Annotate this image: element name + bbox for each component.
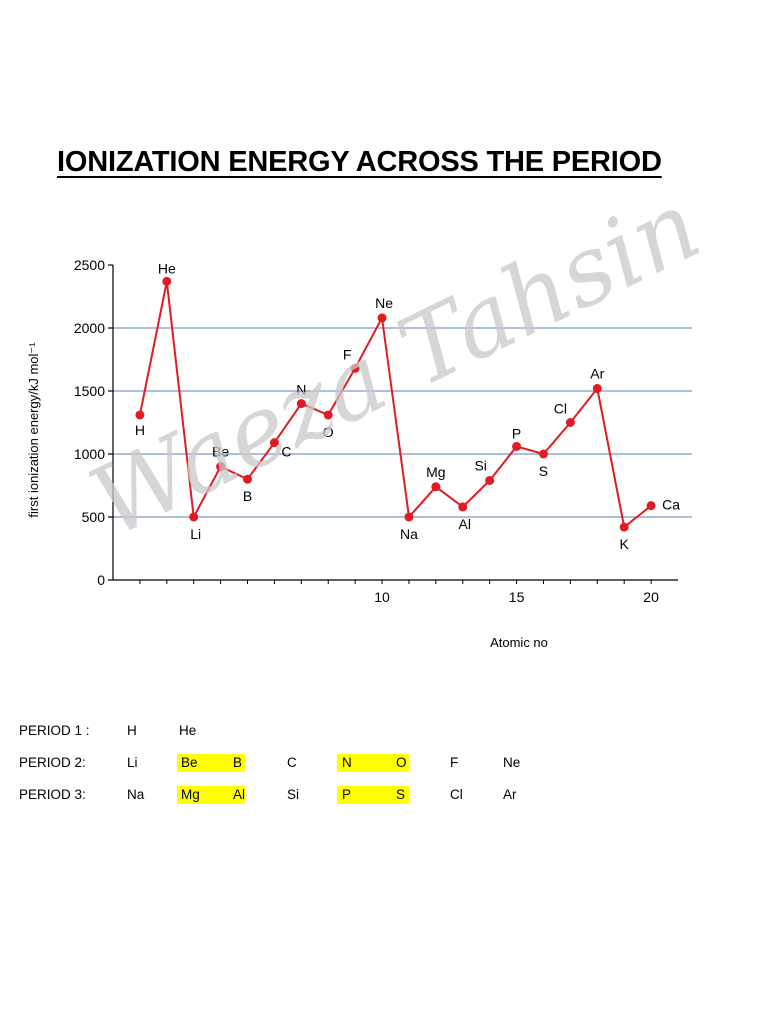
element-cell-highlighted: Al	[233, 787, 246, 802]
x-tick-label: 15	[509, 589, 525, 605]
data-label: F	[343, 346, 352, 362]
series-line	[138, 280, 652, 529]
element-cell: Si	[287, 787, 300, 802]
element-cell: Ar	[503, 787, 517, 802]
ionization-energy-chart: 0 500 1000 1500 2000 2500 10 15 20 Atomic no first…	[26, 257, 692, 650]
element-cell-highlighted: Be	[181, 755, 198, 770]
highlight-bar	[177, 754, 245, 772]
period-label: PERIOD 3:	[19, 787, 86, 802]
data-point	[296, 399, 306, 409]
x-axis-label: Atomic no	[490, 635, 548, 650]
data-point	[350, 363, 360, 373]
element-cell: He	[179, 723, 197, 738]
x-tick-label: 20	[643, 589, 659, 605]
data-label: Cl	[554, 401, 567, 417]
data-label: H	[135, 422, 145, 438]
element-cell-highlighted: S	[396, 787, 406, 802]
data-label: Li	[190, 526, 201, 542]
data-point	[592, 383, 602, 393]
y-tick-label: 500	[82, 509, 106, 525]
element-cell: F	[450, 755, 459, 770]
data-label: K	[620, 536, 630, 552]
data-label: He	[158, 260, 176, 276]
data-point	[135, 410, 145, 420]
data-point	[538, 449, 548, 459]
data-point	[323, 410, 333, 420]
period-label: PERIOD 1 :	[19, 723, 90, 738]
element-cell-highlighted: N	[342, 755, 352, 770]
period-label: PERIOD 2:	[19, 755, 86, 770]
page-title: IONIZATION ENERGY ACROSS THE PERIOD	[57, 146, 662, 178]
data-label: Al	[459, 516, 471, 532]
y-axis-label: first ionization energy/kJ mol⁻¹	[26, 342, 41, 518]
data-point	[243, 474, 253, 484]
element-cell: Ne	[503, 755, 521, 770]
data-label: N	[296, 382, 306, 398]
data-point	[431, 482, 441, 492]
data-label: Na	[400, 526, 418, 542]
element-cell-highlighted: B	[233, 755, 243, 770]
data-label: O	[323, 424, 334, 440]
y-tick-label: 2000	[74, 320, 105, 336]
data-point	[512, 441, 522, 451]
data-label: Si	[474, 457, 486, 473]
y-tick-label: 0	[97, 572, 105, 588]
data-point	[485, 475, 495, 485]
y-tick-label: 1500	[74, 383, 105, 399]
data-label: C	[281, 444, 291, 460]
element-cell-highlighted: P	[342, 787, 352, 802]
element-cell-highlighted: O	[396, 755, 407, 770]
element-cell-highlighted: Mg	[181, 787, 200, 802]
data-point	[189, 512, 199, 522]
data-label: B	[243, 488, 252, 504]
element-cell: C	[287, 755, 297, 770]
data-point	[565, 418, 575, 427]
data-label: Ne	[375, 295, 393, 311]
data-point	[458, 502, 468, 512]
x-tick-label: 10	[374, 589, 390, 605]
data-point	[216, 462, 226, 472]
y-tick-label: 2500	[74, 257, 105, 273]
data-point	[619, 522, 629, 532]
data-label: Ar	[590, 365, 604, 381]
y-tick-label: 1000	[74, 446, 105, 462]
element-cell: Li	[127, 755, 138, 770]
element-cell: Cl	[450, 787, 463, 802]
data-label: P	[512, 425, 521, 441]
data-point	[162, 276, 172, 286]
data-point	[404, 512, 414, 522]
data-point	[646, 501, 656, 511]
highlight-bar	[337, 754, 409, 772]
data-label: Be	[212, 444, 229, 460]
element-cell: Na	[127, 787, 145, 802]
highlight-bar	[177, 786, 245, 804]
data-label: Mg	[426, 464, 445, 480]
data-label: Ca	[662, 497, 680, 513]
data-label: S	[539, 463, 548, 479]
data-point	[269, 438, 279, 448]
highlight-bar	[337, 786, 409, 804]
data-point	[377, 313, 387, 323]
element-cell: H	[127, 723, 137, 738]
